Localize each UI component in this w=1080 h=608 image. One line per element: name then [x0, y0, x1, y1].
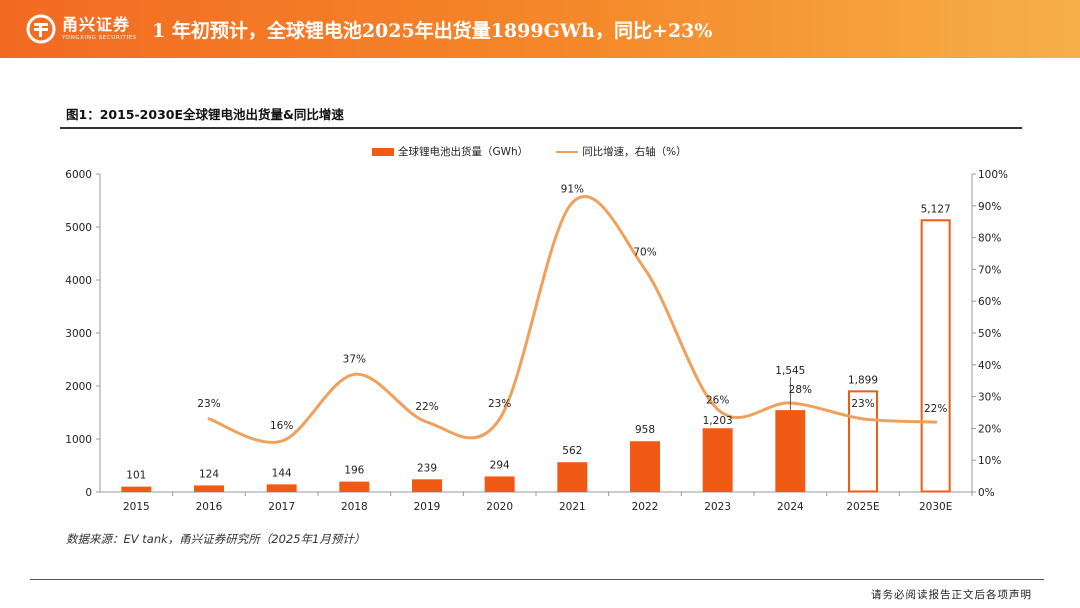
- bar-data-label: 144: [272, 467, 292, 479]
- y-right-tick-label: 100%: [978, 169, 1008, 181]
- legend-item-growth: 同比增速，右轴（%）: [556, 144, 687, 159]
- legend-label-shipments: 全球锂电池出货量（GWh）: [398, 146, 529, 158]
- bar: [194, 485, 224, 492]
- bar-data-label: 294: [490, 459, 510, 471]
- bar: [630, 441, 660, 492]
- y-right-tick-label: 30%: [978, 392, 1001, 404]
- x-tick-label: 2019: [414, 501, 441, 513]
- bar: [412, 479, 442, 492]
- bar: [266, 484, 297, 492]
- line-data-label: 22%: [415, 401, 438, 413]
- disclaimer-text: 请务必阅读报告正文后各项声明: [871, 589, 1032, 601]
- y-right-tick-label: 60%: [978, 296, 1001, 308]
- page-title: 1 年初预计，全球锂电池2025年出货量1899GWh，同比+23%: [152, 20, 713, 42]
- y-right-tick-label: 20%: [978, 423, 1001, 435]
- x-tick-label: 2030E: [919, 501, 952, 513]
- y-left-tick-label: 4000: [65, 275, 92, 287]
- legend-bar-swatch: [372, 147, 394, 156]
- line-data-label: 22%: [924, 403, 947, 415]
- line-data-label: 28%: [789, 384, 812, 396]
- bar-data-label: 239: [417, 462, 437, 474]
- y-left-tick-label: 6000: [65, 169, 92, 181]
- y-right-tick-label: 50%: [978, 328, 1001, 340]
- bar-data-label: 958: [635, 424, 655, 436]
- brand-name: 甬兴证券: [62, 14, 131, 34]
- bar: [702, 428, 733, 492]
- x-tick-label: 2022: [632, 501, 659, 513]
- bar: [121, 486, 152, 492]
- bar: [557, 462, 588, 492]
- x-tick-label: 2025E: [846, 501, 879, 513]
- line-data-label: 37%: [343, 353, 366, 365]
- line-data-label: 91%: [561, 184, 584, 196]
- line-data-label: 23%: [851, 398, 874, 410]
- bar-data-label: 1,899: [848, 374, 878, 386]
- x-tick-label: 2018: [341, 501, 368, 513]
- bar-forecast: [848, 390, 878, 493]
- y-right-tick-label: 0%: [978, 487, 995, 499]
- y-left-tick-label: 0: [85, 487, 92, 499]
- x-tick-label: 2017: [268, 501, 295, 513]
- bar-forecast: [920, 219, 951, 493]
- x-tick-label: 2024: [777, 501, 804, 513]
- brand-logo-icon: [26, 14, 56, 44]
- figure-title: 图1：2015-2030E全球锂电池出货量&同比增速: [66, 107, 344, 122]
- x-tick-label: 2021: [559, 501, 586, 513]
- line-data-label: 70%: [633, 246, 656, 258]
- bar-data-label: 124: [199, 468, 219, 480]
- y-right-tick-label: 40%: [978, 360, 1001, 372]
- y-right-tick-label: 90%: [978, 201, 1001, 213]
- y-right-tick-label: 70%: [978, 264, 1001, 276]
- bar: [775, 410, 806, 492]
- data-source-note: 数据来源：EV tank，甬兴证券研究所（2025年1月预计）: [66, 532, 366, 546]
- footer-divider: [30, 579, 1044, 580]
- legend-line-swatch: [556, 150, 579, 153]
- y-right-tick-label: 80%: [978, 233, 1001, 245]
- legend-item-shipments: 全球锂电池出货量（GWh）: [372, 144, 528, 159]
- bar-data-label: 101: [126, 470, 146, 482]
- x-tick-label: 2020: [486, 501, 513, 513]
- x-tick-label: 2016: [196, 501, 223, 513]
- y-right-tick-label: 10%: [978, 455, 1001, 467]
- line-data-label: 23%: [488, 398, 511, 410]
- chart-legend: 全球锂电池出货量（GWh） 同比增速，右轴（%）: [372, 144, 715, 159]
- figure-title-divider: [60, 127, 1022, 129]
- line-data-label: 16%: [270, 420, 293, 432]
- bar: [339, 481, 370, 492]
- bar-data-label: 1,545: [775, 365, 805, 377]
- bar-data-label: 1,203: [703, 415, 733, 427]
- y-left-tick-label: 2000: [65, 381, 92, 393]
- y-left-tick-label: 5000: [65, 222, 92, 234]
- x-tick-label: 2015: [123, 501, 150, 513]
- brand-name-en: YONGXING SECURITIES: [62, 34, 137, 41]
- bar-data-label: 562: [562, 445, 582, 457]
- y-left-tick-label: 3000: [65, 328, 92, 340]
- line-data-label: 26%: [706, 394, 729, 406]
- header-banner: 甬兴证券 YONGXING SECURITIES 1 年初预计，全球锂电池202…: [0, 0, 1080, 58]
- bar-data-label: 196: [344, 465, 364, 477]
- brand-logo: 甬兴证券 YONGXING SECURITIES: [26, 12, 137, 46]
- line-data-label: 23%: [197, 398, 220, 410]
- bar-data-label: 5,127: [921, 203, 951, 215]
- x-tick-label: 2023: [704, 501, 731, 513]
- legend-label-growth: 同比增速，右轴（%）: [582, 146, 687, 158]
- growth-rate-line: [207, 195, 938, 444]
- bar: [484, 476, 515, 492]
- y-left-tick-label: 1000: [65, 434, 92, 446]
